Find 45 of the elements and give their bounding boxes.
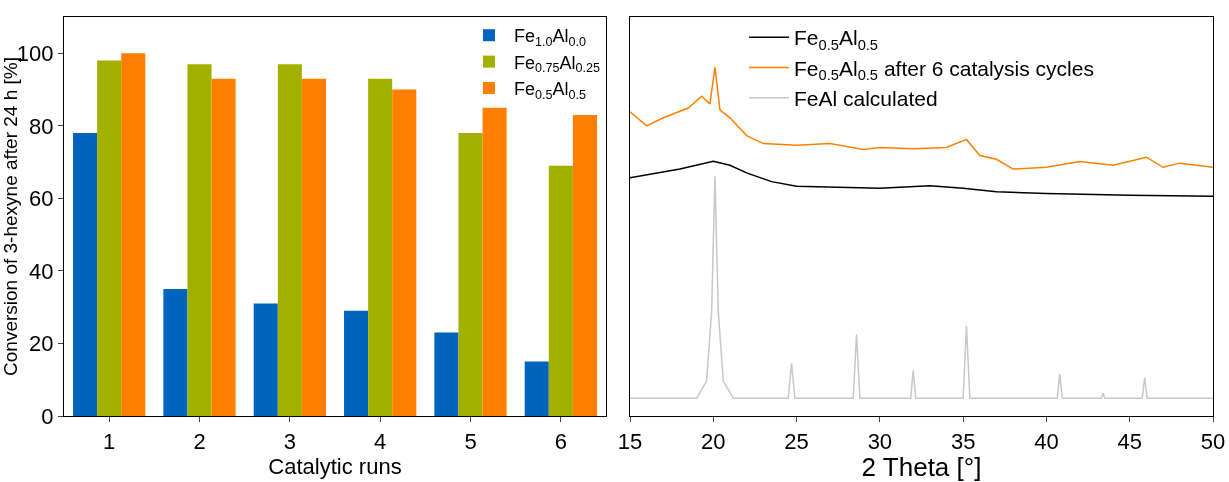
bar: [524, 361, 549, 416]
x-tick-label: 30: [867, 428, 893, 454]
legend-label: Fe$_{0.5}$Al$_{0.5}$: [794, 26, 879, 53]
x-tick-label: 50: [1200, 428, 1226, 454]
x-tick-label: 4: [374, 428, 387, 454]
bar: [253, 303, 278, 416]
bar: [548, 165, 573, 416]
bar: [301, 78, 326, 416]
bar: [434, 332, 459, 416]
y-tick-label: 60: [28, 186, 54, 212]
x-tick-label: 15: [617, 428, 643, 454]
bar: [163, 289, 188, 416]
x-tick-label: 2: [193, 428, 206, 454]
y-tick-label: 40: [28, 258, 54, 284]
x-tick-label: 20: [701, 428, 726, 454]
bar: [73, 133, 98, 416]
bar: [121, 53, 146, 416]
bar: [344, 310, 369, 416]
y-tick-label: 80: [28, 113, 54, 139]
bar: [187, 64, 212, 416]
x-tick-label: 1: [103, 428, 116, 454]
bar: [97, 60, 122, 416]
x-tick-label: 5: [464, 428, 477, 454]
bar: [368, 78, 393, 416]
x-tick-label: 40: [1034, 428, 1059, 454]
x-tick-label: 35: [950, 428, 976, 454]
bar: [277, 64, 302, 416]
x-tick-label: 45: [1117, 428, 1142, 454]
legend-label: Fe$_{0.75}$Al$_{0.25}$: [514, 52, 601, 76]
x-axis-title: Catalytic runs: [268, 453, 402, 479]
x-tick-label: 6: [554, 428, 567, 454]
legend-label: Fe$_{1.0}$Al$_{0.0}$: [514, 26, 587, 49]
bar: [572, 114, 597, 416]
x-tick-label: 25: [784, 428, 809, 454]
bar: [211, 78, 236, 416]
legend-label: Fe$_{0.5}$Al$_{0.5}$: [514, 79, 587, 102]
bar: [482, 107, 507, 416]
x-tick-label: 3: [283, 428, 296, 454]
x-axis-title: 2 Theta [°]: [861, 452, 982, 482]
legend-label: FeAl calculated: [794, 86, 938, 110]
bar: [392, 89, 417, 416]
y-tick-label: 0: [41, 403, 54, 429]
y-tick-label: 20: [28, 331, 54, 357]
bar: [458, 133, 483, 416]
legend-label: Fe$_{0.5}$Al$_{0.5}$ after 6 catalysis cycles: [794, 56, 1094, 84]
